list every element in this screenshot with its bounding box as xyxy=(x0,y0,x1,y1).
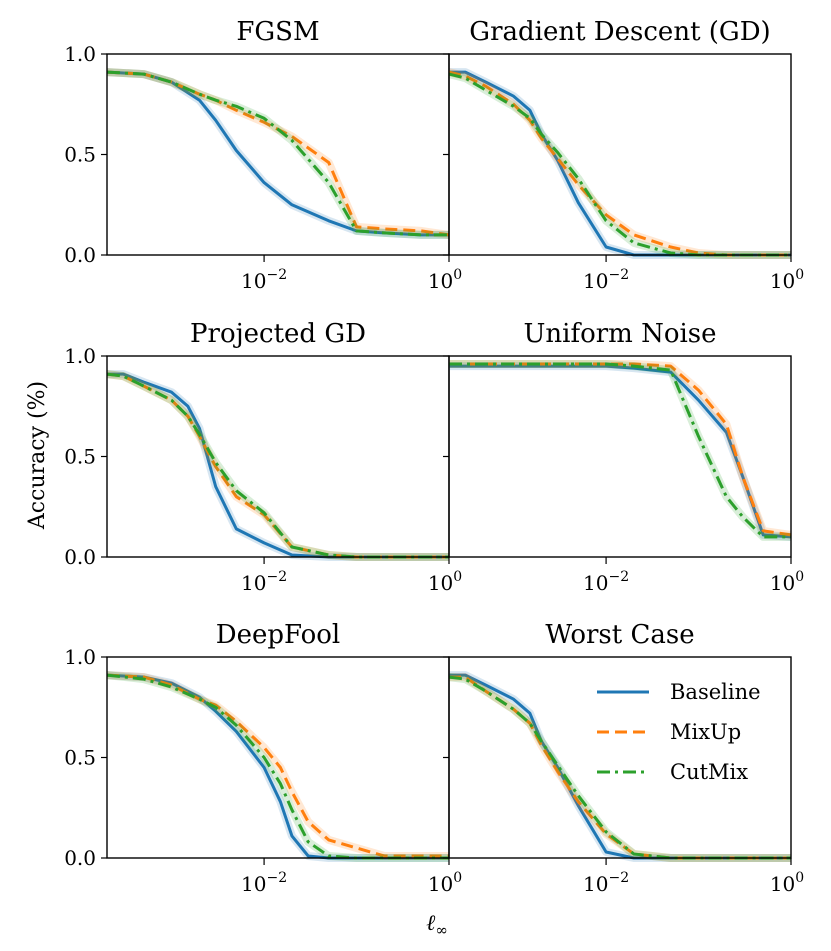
series-band-mixup xyxy=(106,68,450,239)
legend-label-mixup: MixUp xyxy=(670,720,741,744)
x-axis-label: ℓ∞ xyxy=(426,911,448,939)
y-tick-label: 0.5 xyxy=(64,746,96,770)
x-axis-label-symbol: ℓ xyxy=(426,911,436,936)
x-tick-label: 10−2 xyxy=(583,569,629,595)
x-tick-label: 10−2 xyxy=(583,267,629,293)
svg-text:ℓ∞: ℓ∞ xyxy=(426,911,448,939)
panel-1: FGSM 0.0 0.5 1.0 10−2 100 xyxy=(64,17,462,293)
x-tick-label: 10−2 xyxy=(241,569,287,595)
series-band-cutmix xyxy=(448,70,791,259)
panel-title: Gradient Descent (GD) xyxy=(469,17,770,47)
series-line-mixup xyxy=(106,70,450,237)
series-line-cutmix xyxy=(449,362,791,539)
panel-title: Projected GD xyxy=(190,319,366,349)
series-line-baseline xyxy=(106,70,449,237)
x-tick-label: 100 xyxy=(770,569,804,595)
x-tick-label: 100 xyxy=(428,569,462,595)
panel-6: Worst Case 10−2 100 xyxy=(443,620,804,896)
x-tick-label: 100 xyxy=(770,870,804,896)
x-tick-label: 10−2 xyxy=(241,267,287,293)
series-band-baseline xyxy=(106,68,449,239)
panel-title: Worst Case xyxy=(545,620,694,650)
x-tick-label: 10−2 xyxy=(241,870,287,896)
x-tick-label: 100 xyxy=(770,267,804,293)
legend: Baseline MixUp CutMix xyxy=(597,680,761,784)
series-line-cutmix xyxy=(106,70,449,237)
series-band-cutmix xyxy=(449,360,791,541)
series-line-mixup xyxy=(106,673,449,858)
y-tick-label: 1.0 xyxy=(64,344,96,368)
panel-3: Projected GD 0.0 0.5 1.0 10−2 100 xyxy=(64,319,462,595)
panel-4: Uniform Noise 10−2 100 xyxy=(443,319,804,595)
y-axis-label: Accuracy (%) xyxy=(25,381,50,530)
panel-title: FGSM xyxy=(236,17,319,47)
panel-frame xyxy=(106,53,450,256)
x-tick-label: 100 xyxy=(428,267,462,293)
legend-label-cutmix: CutMix xyxy=(670,760,748,784)
y-tick-label: 0.0 xyxy=(64,545,96,569)
series-line-cutmix xyxy=(106,673,449,860)
panel-title: DeepFool xyxy=(216,620,341,650)
y-tick-label: 0.0 xyxy=(64,846,96,870)
series-line-baseline xyxy=(449,364,792,539)
panel-2: Gradient Descent (GD) 10−2 100 xyxy=(443,17,804,293)
panel-5: DeepFool 0.0 0.5 1.0 10−2 100 xyxy=(64,620,462,896)
y-tick-label: 1.0 xyxy=(64,645,96,669)
y-tick-label: 1.0 xyxy=(64,42,96,66)
y-tick-label: 0.5 xyxy=(64,445,96,469)
y-tick-label: 0.0 xyxy=(64,243,96,267)
series-band-cutmix xyxy=(106,68,449,239)
legend-label-baseline: Baseline xyxy=(670,680,761,704)
panel-title: Uniform Noise xyxy=(523,319,716,349)
x-tick-label: 100 xyxy=(428,870,462,896)
y-tick-label: 0.5 xyxy=(64,143,96,167)
x-tick-label: 10−2 xyxy=(583,870,629,896)
series-line-cutmix xyxy=(106,372,449,559)
x-axis-label-subscript: ∞ xyxy=(435,921,448,939)
